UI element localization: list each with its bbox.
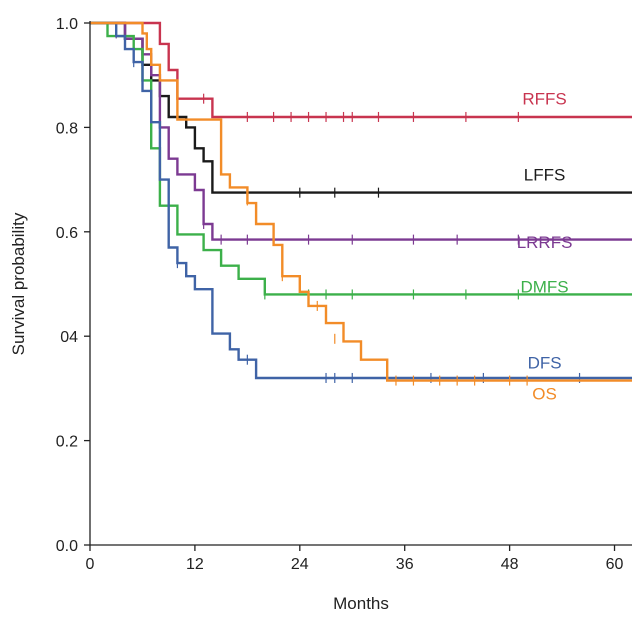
y-tick-label: 0.0 [56, 538, 78, 555]
x-tick-label: 36 [396, 556, 414, 573]
y-tick-label: 0.6 [56, 225, 78, 242]
x-tick-label: 24 [291, 556, 309, 573]
series-label-dfs: DFS [528, 353, 562, 372]
series-line-rffs [90, 21, 632, 119]
series-os [90, 21, 632, 386]
x-tick-label: 48 [501, 556, 519, 573]
series-dmfs [90, 21, 632, 300]
series-label-os: OS [532, 385, 557, 404]
series-label-lrrfs: LRRFS [517, 233, 573, 252]
y-tick-label: 0.2 [56, 434, 78, 451]
y-tick-label: 0.8 [56, 120, 78, 137]
series-lrrfs [90, 21, 632, 245]
x-tick-label: 0 [86, 556, 95, 573]
series-dfs [90, 21, 632, 383]
y-axis-title: Survival probability [9, 212, 28, 355]
series-layer [90, 21, 632, 386]
series-label-rffs: RFFS [522, 90, 566, 109]
x-axis-title: Months [333, 594, 389, 613]
series-label-lffs: LFFS [524, 165, 566, 184]
y-tick-label: 1.0 [56, 16, 78, 33]
axes-layer [89, 21, 632, 546]
series-label-dmfs: DMFS [520, 278, 568, 297]
series-rffs [90, 21, 632, 122]
series-line-os [90, 21, 632, 382]
x-tick-label: 12 [186, 556, 204, 573]
series-line-lrrfs [90, 21, 632, 241]
x-tick-label: 60 [606, 556, 624, 573]
ticks-layer: 0 12 24 36 48 60 0.0 0.2 04 0.6 0.8 1.0 [56, 16, 624, 573]
y-tick-label: 04 [60, 329, 78, 346]
series-line-dfs [90, 21, 632, 380]
series-labels-layer: RFFS LFFS LRRFS DMFS DFS OS [517, 90, 573, 404]
